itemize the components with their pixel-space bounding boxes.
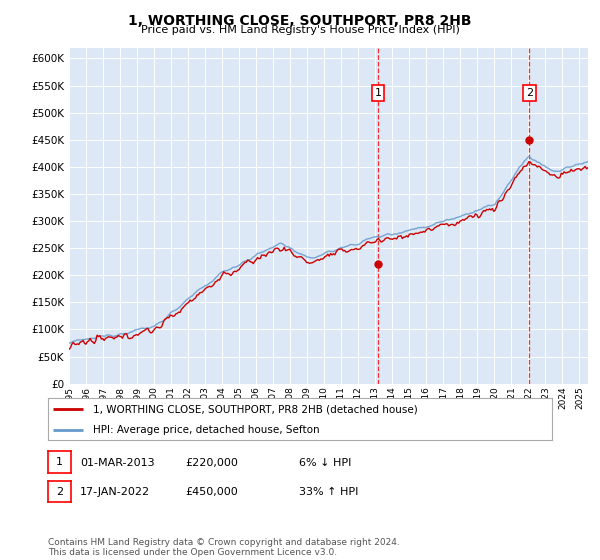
- Text: 2: 2: [56, 487, 63, 497]
- Text: 1: 1: [374, 88, 382, 98]
- Text: £220,000: £220,000: [185, 458, 238, 468]
- Text: Contains HM Land Registry data © Crown copyright and database right 2024.
This d: Contains HM Land Registry data © Crown c…: [48, 538, 400, 557]
- Text: 1: 1: [56, 457, 63, 467]
- Text: £450,000: £450,000: [185, 487, 238, 497]
- Text: 1, WORTHING CLOSE, SOUTHPORT, PR8 2HB (detached house): 1, WORTHING CLOSE, SOUTHPORT, PR8 2HB (d…: [94, 404, 418, 414]
- Text: 6% ↓ HPI: 6% ↓ HPI: [299, 458, 351, 468]
- Text: Price paid vs. HM Land Registry's House Price Index (HPI): Price paid vs. HM Land Registry's House …: [140, 25, 460, 35]
- Text: 01-MAR-2013: 01-MAR-2013: [80, 458, 154, 468]
- Text: 17-JAN-2022: 17-JAN-2022: [80, 487, 150, 497]
- Text: 2: 2: [526, 88, 533, 98]
- Text: 1, WORTHING CLOSE, SOUTHPORT, PR8 2HB: 1, WORTHING CLOSE, SOUTHPORT, PR8 2HB: [128, 14, 472, 28]
- Text: HPI: Average price, detached house, Sefton: HPI: Average price, detached house, Seft…: [94, 426, 320, 435]
- Text: 33% ↑ HPI: 33% ↑ HPI: [299, 487, 358, 497]
